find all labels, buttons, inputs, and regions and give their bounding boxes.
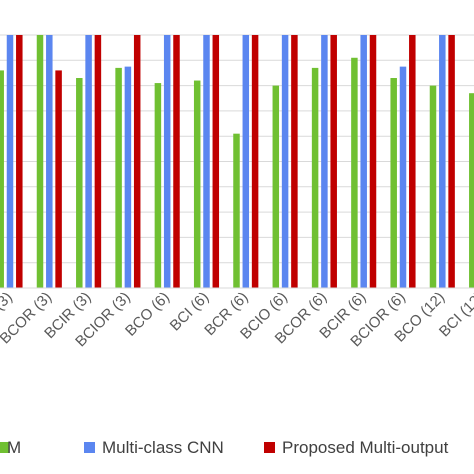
bar-2-5 — [212, 35, 220, 288]
legend: M Multi-class CNN Proposed Multi-output — [0, 438, 449, 457]
bar-1-7 — [281, 35, 289, 288]
legend-swatch — [84, 442, 95, 453]
bar-2-7 — [291, 35, 298, 288]
bar-0-12 — [469, 93, 474, 288]
bar-0-10 — [390, 78, 397, 288]
bars — [0, 35, 474, 288]
bar-2-3 — [133, 35, 141, 288]
bar-1-3 — [124, 66, 132, 288]
bar-1-9 — [360, 35, 367, 288]
bar-0-11 — [429, 85, 437, 288]
bar-0-4 — [154, 83, 162, 288]
bar-2-8 — [330, 35, 337, 288]
x-tick-label: BCO (6) — [122, 289, 173, 340]
legend-swatch — [0, 442, 9, 453]
bar-0-2 — [76, 78, 83, 288]
legend-label: Proposed Multi-output — [282, 438, 449, 457]
bar-2-10 — [409, 35, 416, 288]
bar-1-1 — [46, 35, 53, 288]
bar-2-0 — [16, 35, 23, 288]
x-tick-label: (3) — [0, 289, 16, 314]
legend-label: Multi-class CNN — [102, 438, 224, 457]
bar-0-5 — [193, 80, 201, 288]
bar-1-2 — [85, 35, 92, 288]
bar-0-3 — [115, 67, 122, 288]
bar-0-6 — [233, 133, 240, 288]
bar-0-1 — [36, 35, 44, 288]
bar-1-5 — [203, 35, 210, 288]
bar-0-0 — [0, 70, 4, 288]
bar-2-9 — [369, 35, 377, 288]
bar-2-1 — [55, 70, 62, 288]
bar-2-2 — [94, 35, 102, 288]
legend-swatch — [264, 442, 275, 453]
bar-2-6 — [251, 35, 259, 288]
bar-1-4 — [163, 35, 171, 288]
bar-1-8 — [321, 35, 328, 288]
x-tick-labels: (3)BCOR (3)BCIR (3)BCIOR (3)BCO (6)BCI (… — [0, 289, 474, 351]
bar-1-10 — [399, 66, 407, 288]
legend-label: M — [7, 438, 21, 457]
bar-0-9 — [351, 57, 358, 288]
bar-1-6 — [242, 35, 250, 288]
bar-1-11 — [439, 35, 446, 288]
bar-0-8 — [311, 67, 319, 288]
bar-2-11 — [448, 35, 455, 288]
bar-0-7 — [272, 85, 280, 288]
bar-1-0 — [6, 35, 14, 288]
bar-2-4 — [173, 35, 180, 288]
